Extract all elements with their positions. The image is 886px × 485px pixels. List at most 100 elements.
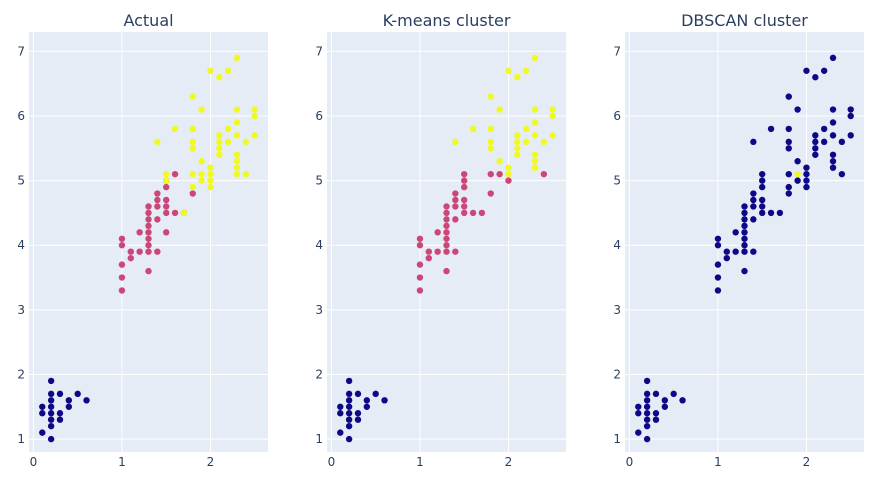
data-point [838,170,846,178]
data-point [661,403,669,410]
data-point [56,390,64,398]
data-point [39,403,46,410]
y-tick-label: 3 [613,303,621,317]
data-point [345,422,353,430]
data-point [759,203,766,210]
plot-area [625,32,864,452]
data-point [345,410,353,417]
data-point [776,209,784,217]
data-point [732,248,739,255]
data-point [750,203,757,210]
data-point [452,138,459,146]
data-point [829,164,837,171]
data-point [829,54,837,62]
data-point [505,177,512,184]
data-point [531,151,539,158]
data-point [661,397,669,404]
data-point [207,177,214,184]
data-point [531,119,539,126]
data-point [785,183,792,191]
data-point [522,125,530,133]
data-point [425,254,432,262]
data-point [643,377,651,385]
data-point [714,274,722,281]
data-point [337,403,344,410]
data-point [233,151,241,158]
data-point [154,196,161,204]
data-point [469,125,477,133]
data-point [145,203,152,210]
y-tick-label: 6 [613,109,621,123]
data-point [540,170,548,178]
data-point [549,132,556,139]
data-point [741,248,748,255]
y-tick-label: 1 [613,432,621,446]
data-point [759,183,766,191]
data-point [461,170,468,178]
data-point [216,132,223,139]
data-point [794,177,801,184]
data-point [145,222,152,230]
data-point [767,209,775,217]
data-point [812,138,819,146]
data-point [505,170,512,178]
data-point [750,138,757,146]
data-point [741,216,748,223]
data-point [635,429,642,436]
data-point [759,177,766,184]
data-point [127,254,134,262]
data-point [531,132,539,139]
data-point [750,190,757,197]
data-point [452,190,459,197]
data-point [820,67,828,74]
data-point [163,196,170,204]
x-tick-label: 1 [118,455,126,469]
data-point [233,54,241,62]
data-point [847,112,854,120]
data-point [487,138,494,146]
x-tick-label: 1 [714,455,722,469]
data-point [838,138,846,146]
data-point [242,138,250,146]
data-point [207,183,214,191]
data-point [767,125,775,133]
data-point [741,235,748,242]
data-point [47,377,55,385]
data-point [443,222,450,230]
data-point [785,190,792,197]
data-point [469,209,477,217]
subplot-title: K-means cluster [383,11,511,30]
data-point [670,390,677,398]
plot-area [29,32,268,452]
data-point [794,158,801,165]
data-point [522,67,530,74]
data-point [803,177,810,184]
data-point [741,242,748,249]
data-point [163,177,170,184]
data-point [643,403,651,410]
data-point [345,403,353,410]
data-point [163,170,170,178]
data-point [741,203,748,210]
data-point [434,229,441,236]
data-point [198,158,205,165]
y-tick-label: 3 [17,303,25,317]
data-point [803,183,810,191]
data-point [118,235,126,242]
y-tick-label: 1 [315,432,323,446]
data-point [820,138,828,146]
data-point [224,125,232,133]
data-point [531,158,539,165]
data-point [496,158,503,165]
data-point [251,106,258,113]
data-point [652,416,660,423]
data-point [549,112,556,120]
data-point [233,119,241,126]
data-point [643,435,651,443]
data-point [145,267,152,275]
data-point [345,377,353,385]
